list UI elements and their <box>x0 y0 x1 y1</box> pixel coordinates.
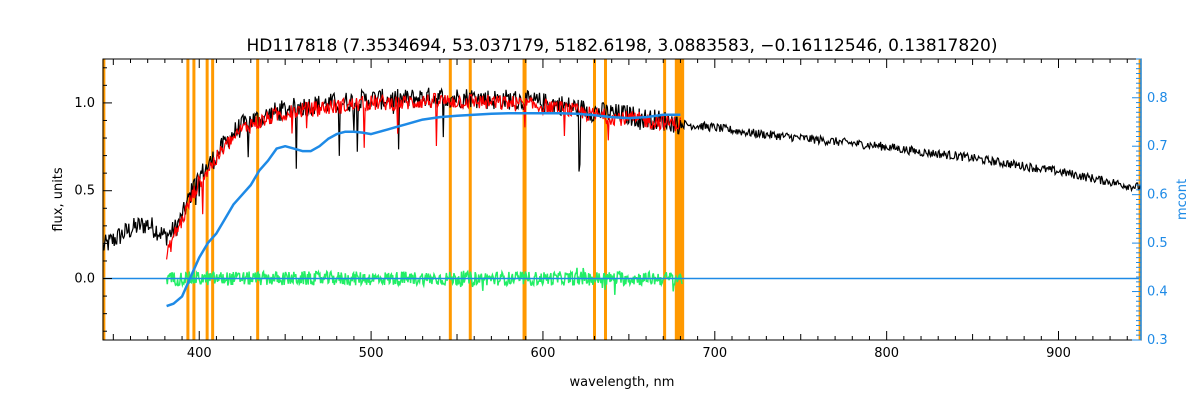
chart-title: HD117818 (7.3534694, 53.037179, 5182.619… <box>247 36 998 56</box>
y-tick-label: 0.5 <box>74 184 95 199</box>
observed-spectrum-series <box>102 87 1142 251</box>
continuum-series <box>166 112 681 308</box>
x-axis-label: wavelength, nm <box>570 375 675 390</box>
y2-tick-label: 0.4 <box>1147 285 1168 300</box>
y-axis-label: flux, units <box>51 167 66 232</box>
x-tick-label: 400 <box>187 346 212 361</box>
y-tick-label: 0.0 <box>74 272 95 287</box>
y2-tick-label: 0.5 <box>1147 236 1168 251</box>
mask-lines <box>102 59 1142 340</box>
y2-tick-label: 0.3 <box>1147 333 1168 348</box>
y-axis-left: 0.0 0.5 1.0 <box>74 67 112 332</box>
x-tick-label: 800 <box>874 346 899 361</box>
y2-tick-label: 0.6 <box>1147 188 1168 203</box>
y2-tick-label: 0.8 <box>1147 91 1168 106</box>
y-tick-label: 1.0 <box>74 96 95 111</box>
x-tick-label: 500 <box>359 346 384 361</box>
x-tick-label: 900 <box>1046 346 1071 361</box>
observed-spectrum-line <box>102 87 1142 251</box>
y2-tick-label: 0.7 <box>1147 139 1168 154</box>
y2-axis-label: mcont <box>1175 179 1190 220</box>
x-tick-label: 700 <box>702 346 727 361</box>
x-axis: 400 500 600 700 800 900 <box>112 59 1128 361</box>
continuum-line <box>166 112 681 308</box>
x-tick-label: 600 <box>531 346 556 361</box>
y-axis-right: 0.3 0.4 0.5 0.6 0.7 0.8 <box>1132 58 1168 348</box>
